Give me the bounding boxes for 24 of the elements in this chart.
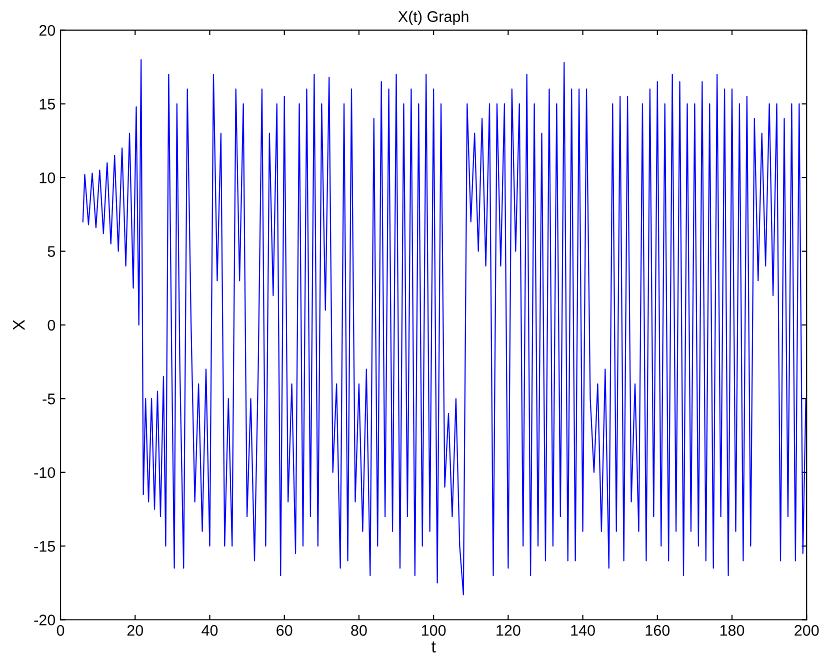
y-tick-label: 15 [40,98,56,110]
y-tick-label: -5 [42,394,56,404]
y-tick-label: 5 [48,246,56,257]
y-tick-label: -15 [34,541,56,552]
x-tick-label: 100 [422,625,446,636]
y-tick-label: -10 [34,467,56,478]
x-tick-label: 0 [56,625,64,636]
y-tick-label: 10 [40,172,56,184]
x-axis-title: t [432,642,436,652]
x-tick-label: 40 [202,625,218,636]
y-tick-label: 0 [48,320,56,331]
x-tick-label: 160 [646,625,670,636]
x-tick-label: 60 [276,625,292,636]
x-tick-label: 140 [571,625,595,636]
y-tick-label: 20 [39,25,56,36]
x-tick-label: 120 [496,625,520,636]
x-tick-label: 80 [351,625,367,636]
y-tick-label: -20 [34,614,56,626]
x-tick-label: 200 [794,625,819,636]
line-series [82,59,806,596]
x-tick-label: 180 [720,625,744,636]
y-axis-title: X [13,320,25,330]
chart-title: X(t) Graph [398,10,468,25]
x-tick-label: 20 [127,625,144,636]
